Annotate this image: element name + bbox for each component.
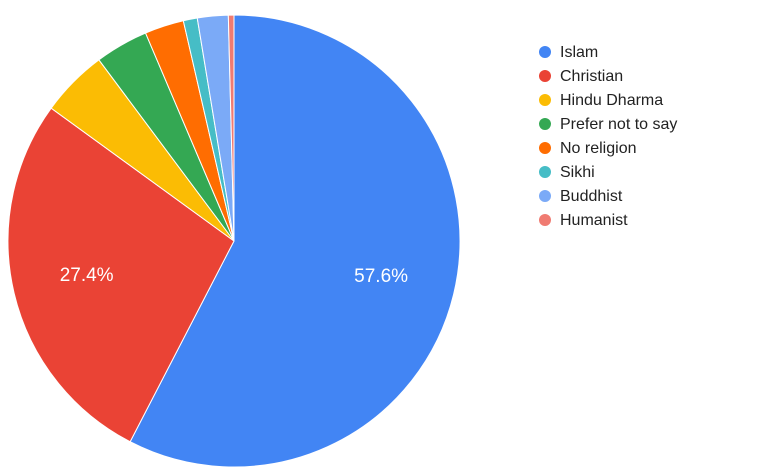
pie-slice [129, 14, 461, 468]
legend-label: Humanist [560, 212, 628, 229]
data-label: 57.6% [354, 266, 408, 287]
legend-marker [539, 142, 551, 154]
legend-label: Islam [560, 44, 598, 61]
pie-slice [7, 107, 235, 443]
legend-label: Buddhist [560, 188, 623, 205]
pie-slice [227, 14, 235, 242]
legend-marker [539, 94, 551, 106]
legend-marker [539, 166, 551, 178]
legend-label: Sikhi [560, 164, 595, 181]
legend-marker [539, 70, 551, 82]
legend-label: No religion [560, 140, 636, 157]
legend-marker [539, 46, 551, 58]
data-label: 27.4% [60, 265, 114, 286]
legend-label: Prefer not to say [560, 116, 677, 133]
legend-label: Christian [560, 68, 623, 85]
legend-marker [539, 118, 551, 130]
legend-label: Hindu Dharma [560, 92, 663, 109]
legend-marker [539, 190, 551, 202]
legend-marker [539, 214, 551, 226]
